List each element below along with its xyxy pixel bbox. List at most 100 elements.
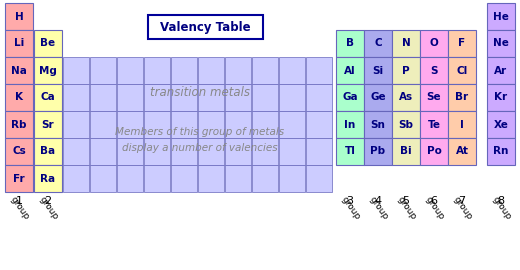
Bar (336, 111, 364, 138)
Bar (364, 138, 392, 165)
Bar (279, 138, 305, 165)
Bar (90, 84, 116, 111)
Text: Po: Po (426, 147, 441, 157)
Text: Sr: Sr (42, 120, 54, 130)
Bar (252, 57, 278, 84)
Bar (5, 84, 33, 111)
Bar (252, 165, 278, 192)
Text: 4: 4 (374, 196, 382, 206)
Text: 8: 8 (498, 196, 504, 206)
Bar (198, 111, 224, 138)
Bar (364, 57, 392, 84)
Text: S: S (430, 66, 438, 76)
Text: Sb: Sb (398, 120, 413, 130)
Text: P: P (402, 66, 410, 76)
Bar (144, 138, 170, 165)
Bar (117, 111, 143, 138)
Bar (34, 84, 62, 111)
Text: Ra: Ra (41, 174, 56, 184)
Bar (90, 165, 116, 192)
Bar (144, 165, 170, 192)
Text: K: K (15, 93, 23, 103)
Bar (171, 57, 197, 84)
Bar (336, 84, 364, 111)
Text: 1: 1 (16, 196, 22, 206)
Bar (34, 30, 62, 57)
Bar (5, 165, 33, 192)
Bar (364, 30, 392, 57)
Bar (336, 30, 364, 57)
Bar (225, 138, 251, 165)
Text: B: B (346, 39, 354, 49)
Bar (63, 138, 89, 165)
Bar (144, 57, 170, 84)
Bar (34, 111, 62, 138)
Text: 2: 2 (44, 196, 51, 206)
Bar (198, 57, 224, 84)
Text: group: group (395, 195, 418, 222)
Text: At: At (456, 147, 469, 157)
Bar (487, 30, 515, 57)
Bar (306, 165, 332, 192)
Text: Se: Se (427, 93, 441, 103)
Bar (306, 84, 332, 111)
Text: 3: 3 (346, 196, 354, 206)
Text: C: C (374, 39, 382, 49)
Text: Li: Li (14, 39, 24, 49)
Bar (148, 15, 263, 39)
Text: group: group (490, 195, 513, 222)
Bar (225, 111, 251, 138)
Bar (306, 111, 332, 138)
Bar (117, 57, 143, 84)
Text: group: group (367, 195, 389, 222)
Bar (420, 111, 448, 138)
Bar (392, 57, 420, 84)
Text: As: As (399, 93, 413, 103)
Bar (487, 3, 515, 30)
Text: Bi: Bi (400, 147, 412, 157)
Bar (252, 84, 278, 111)
Bar (487, 138, 515, 165)
Text: Cl: Cl (457, 66, 467, 76)
Bar (144, 111, 170, 138)
Text: In: In (344, 120, 356, 130)
Bar (392, 138, 420, 165)
Text: Fr: Fr (13, 174, 25, 184)
Bar (34, 165, 62, 192)
Bar (171, 84, 197, 111)
Bar (364, 84, 392, 111)
Bar (198, 138, 224, 165)
Bar (252, 111, 278, 138)
Text: group: group (8, 195, 31, 222)
Text: Ar: Ar (495, 66, 508, 76)
Text: 5: 5 (402, 196, 410, 206)
Bar (336, 57, 364, 84)
Text: N: N (401, 39, 410, 49)
Text: Pb: Pb (370, 147, 385, 157)
Bar (448, 30, 476, 57)
Text: O: O (430, 39, 438, 49)
Text: Ne: Ne (493, 39, 509, 49)
Bar (306, 138, 332, 165)
Bar (5, 3, 33, 30)
Bar (487, 111, 515, 138)
Bar (198, 165, 224, 192)
Bar (5, 138, 33, 165)
Text: Br: Br (456, 93, 469, 103)
Text: Cs: Cs (12, 147, 26, 157)
Bar (279, 57, 305, 84)
Text: H: H (15, 12, 23, 22)
Bar (63, 57, 89, 84)
Bar (448, 111, 476, 138)
Bar (252, 138, 278, 165)
Text: Ge: Ge (370, 93, 386, 103)
Bar (392, 30, 420, 57)
Bar (420, 138, 448, 165)
Bar (90, 138, 116, 165)
Text: Kr: Kr (495, 93, 508, 103)
Text: 6: 6 (431, 196, 437, 206)
Text: group: group (423, 195, 446, 222)
Bar (225, 165, 251, 192)
Bar (225, 84, 251, 111)
Bar (279, 84, 305, 111)
